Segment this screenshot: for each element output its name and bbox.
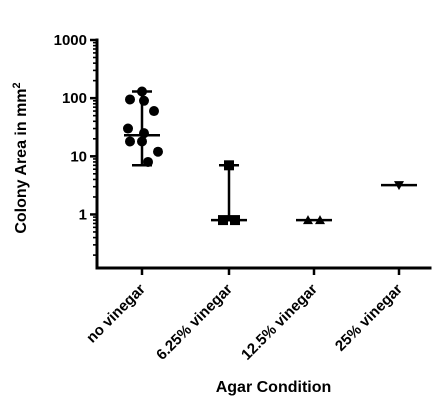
y-tick-label: 10 bbox=[70, 148, 87, 165]
data-point-circle bbox=[149, 106, 159, 117]
x-category-label: 25% vinegar bbox=[332, 281, 406, 355]
x-category-labels: no vinegar 6.25% vinegar 12.5% vinegar 25% … bbox=[83, 268, 406, 364]
y-tick-label: 100 bbox=[62, 90, 87, 107]
data-point-triangle-up bbox=[315, 215, 325, 225]
data-point-circle bbox=[153, 146, 163, 157]
data-point-circle bbox=[139, 95, 149, 106]
y-axis-title-text: Colony Area in mm bbox=[13, 88, 30, 233]
axes bbox=[95, 38, 432, 270]
x-category-label: 12.5% vinegar bbox=[238, 281, 321, 364]
data-point-square bbox=[224, 160, 234, 171]
y-axis-title-superscript: 2 bbox=[11, 82, 23, 88]
x-axis-title: Agar Condition bbox=[216, 379, 332, 396]
data-point-circle bbox=[139, 128, 149, 139]
x-category-label: no vinegar bbox=[83, 281, 149, 347]
y-tick-label: 1000 bbox=[54, 32, 87, 49]
data-point-triangle-down bbox=[394, 181, 404, 191]
data-point-square bbox=[218, 215, 228, 226]
data-point-circle bbox=[125, 136, 135, 147]
data-point-circle bbox=[123, 123, 133, 134]
data-point-circle bbox=[137, 136, 147, 147]
y-ticks: 1 10 100 1000 bbox=[54, 32, 97, 256]
data-points bbox=[123, 86, 404, 226]
y-axis-title: Colony Area in mm2 bbox=[11, 82, 30, 233]
data-point-circle bbox=[143, 156, 153, 167]
data-point-circle bbox=[125, 94, 135, 105]
data-point-circle bbox=[137, 86, 147, 97]
x-category-label: 6.25% vinegar bbox=[153, 281, 236, 364]
y-tick-label: 1 bbox=[79, 206, 87, 223]
data-point-triangle-up bbox=[303, 215, 313, 225]
data-point-square bbox=[230, 215, 240, 226]
error-bars bbox=[124, 90, 417, 222]
